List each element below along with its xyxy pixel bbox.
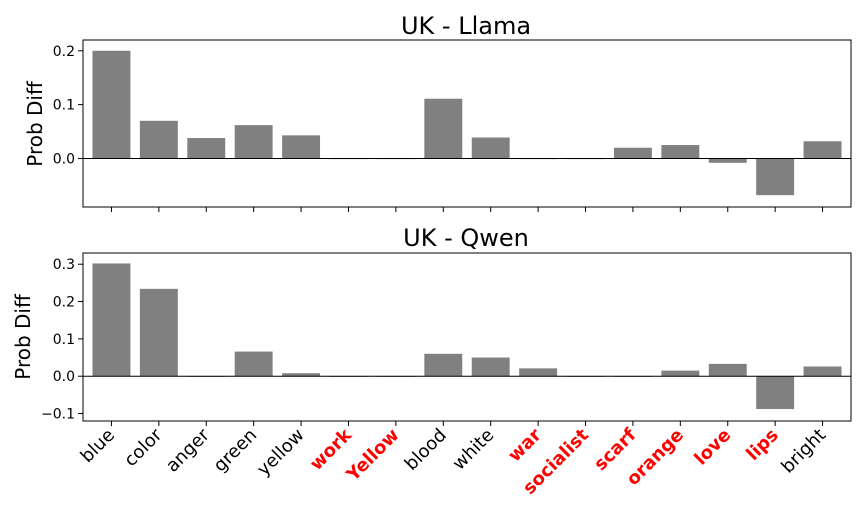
- bar-orange: [661, 370, 700, 377]
- panel-llama: UK - Llama Prob Diff 0.0 0.1 0.2: [23, 12, 852, 212]
- bar-bright: [803, 141, 842, 159]
- bar-yellow: [282, 373, 321, 377]
- x-tick-label-war: war: [504, 425, 546, 467]
- bar-color: [139, 120, 178, 159]
- x-tick-label-lips: lips: [742, 425, 782, 465]
- bar-lips: [756, 158, 795, 196]
- x-tick-label-color: color: [120, 424, 167, 471]
- axes-frame-llama: [82, 39, 852, 208]
- y-tick-label: 0.0: [53, 369, 75, 385]
- x-tick-label-green: green: [210, 425, 262, 477]
- x-tick-label-Yellow: Yellow: [342, 425, 403, 486]
- y-tick-label: −0.1: [41, 407, 75, 423]
- x-axis-tick-labels: blue colorangergreenyellowworkYellowblood…: [77, 424, 830, 499]
- bar-love: [708, 158, 747, 163]
- x-tick-label-love: love: [690, 425, 735, 470]
- axes-frame-qwen: [82, 252, 852, 422]
- y-tick-label: 0.2: [53, 44, 75, 60]
- y-tick-label: 0.1: [53, 98, 75, 114]
- bar-white: [471, 137, 510, 159]
- bar-scarf: [613, 147, 652, 159]
- x-tick-label-yellow: yellow: [253, 425, 308, 480]
- plot-area-qwen: −0.1 0.0 0.1 0.2 0.3: [41, 257, 851, 426]
- bar-yellow: [282, 135, 321, 159]
- bar-anger: [187, 138, 226, 159]
- bar-blue: [92, 263, 131, 377]
- y-tick-label: 0.0: [53, 152, 75, 168]
- y-tick-label: 0.1: [53, 332, 75, 348]
- y-axis-label-qwen: Prob Diff: [11, 293, 35, 380]
- x-tick-label-blue: blue: [77, 425, 119, 467]
- bar-blue: [92, 50, 131, 159]
- bar-orange: [661, 145, 700, 159]
- chart-title-llama: UK - Llama: [401, 12, 531, 40]
- bar-love: [708, 363, 747, 377]
- bar-color: [139, 288, 178, 377]
- x-tick-label-blood: blood: [401, 425, 451, 475]
- y-axis-label-llama: Prob Diff: [23, 80, 47, 167]
- panel-qwen: UK - Qwen Prob Diff −0.1 0.0 0.1 0.2 0.3: [11, 224, 852, 426]
- x-tick-label-white: white: [449, 425, 499, 475]
- chart-title-qwen: UK - Qwen: [403, 224, 529, 252]
- x-tick-label-bright: bright: [777, 425, 830, 478]
- bar-green: [234, 351, 273, 377]
- y-tick-label: 0.3: [53, 257, 75, 273]
- bar-war: [519, 368, 558, 377]
- plot-area-llama: 0.0 0.1 0.2: [53, 44, 851, 212]
- bar-bright: [803, 366, 842, 377]
- bar-lips: [756, 376, 795, 410]
- y-tick-label: 0.2: [53, 295, 75, 311]
- bar-blood: [424, 353, 463, 377]
- bar-blood: [424, 98, 463, 159]
- bar-green: [234, 125, 273, 159]
- x-tick-label-anger: anger: [162, 424, 214, 476]
- bar-white: [471, 357, 510, 377]
